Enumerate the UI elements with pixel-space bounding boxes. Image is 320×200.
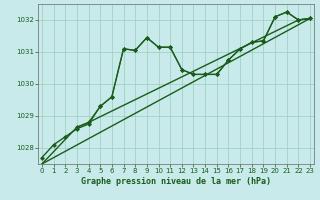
X-axis label: Graphe pression niveau de la mer (hPa): Graphe pression niveau de la mer (hPa) bbox=[81, 177, 271, 186]
